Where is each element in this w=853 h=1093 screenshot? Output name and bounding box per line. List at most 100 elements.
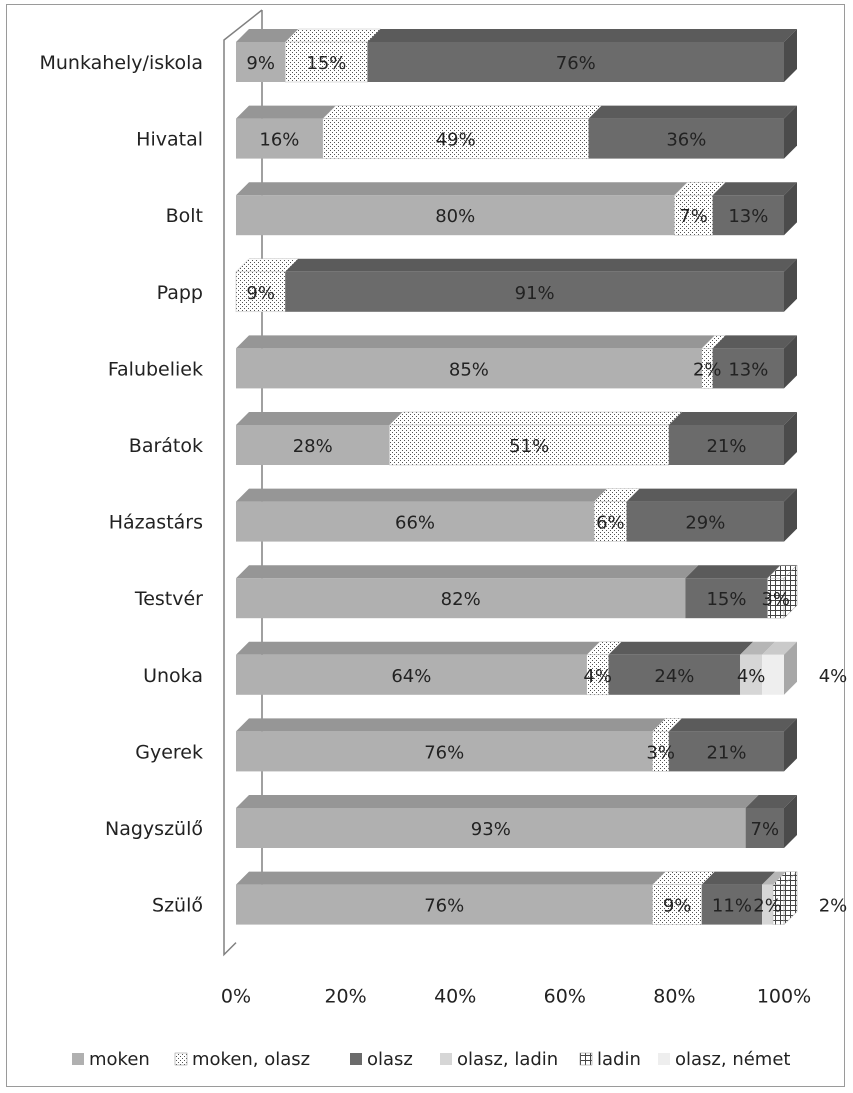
bar-segment-top: [762, 871, 787, 885]
bar-segment-side: [784, 105, 797, 159]
bar-segment-side: [784, 335, 797, 389]
bar-segment-front: [367, 42, 784, 82]
bar-segment-side: [784, 718, 797, 772]
data-label: 4%: [583, 666, 612, 687]
category-label: Hivatal: [136, 129, 203, 151]
legend-label: ladin: [597, 1049, 641, 1070]
bar-segment-front: [593, 501, 627, 542]
bar-segment-front: [745, 808, 784, 848]
bar-segment-top: [236, 412, 403, 425]
bar-segment-front: [236, 808, 746, 848]
data-label: 28%: [293, 436, 333, 457]
bar-segment: [772, 870, 798, 926]
data-label: 49%: [436, 130, 476, 151]
bar-segment-front: [235, 271, 286, 313]
category-label: Testvér: [134, 588, 203, 610]
category-label: Nagyszülő: [105, 818, 203, 840]
legend-label: olasz, ladin: [457, 1049, 558, 1070]
legend-item: moken, olasz: [174, 1049, 310, 1070]
bar-segment-front: [236, 654, 587, 695]
bar-segment: [236, 335, 715, 389]
bar-segment-front: [740, 654, 763, 695]
bar-segment-top: [712, 182, 797, 196]
bar-segment-top: [236, 335, 715, 349]
bar-segment-front: [674, 194, 714, 236]
bar-segment: [235, 258, 299, 313]
data-label: 80%: [435, 206, 475, 227]
bar-segment-top: [701, 871, 776, 885]
bar-segment-front: [588, 118, 784, 159]
bar-segment-top: [668, 412, 797, 425]
legend-swatch: [174, 1052, 188, 1066]
bar-segment: [236, 641, 600, 695]
bar-segment-front: [236, 578, 686, 619]
bar-segment-front: [236, 348, 702, 389]
legend-item: ladin: [579, 1049, 641, 1070]
category-label: Gyerek: [135, 741, 203, 763]
data-label: 76%: [424, 896, 464, 917]
bar-segment-side: [784, 488, 797, 542]
bar-segment-front: [236, 884, 653, 925]
data-label: 9%: [246, 283, 275, 304]
bar-segment: [367, 29, 797, 82]
bar-segment: [236, 29, 299, 82]
bar-segment-side: [783, 870, 798, 926]
bar-segment-top: [236, 565, 699, 579]
bar-segment-top: [236, 488, 608, 502]
x-tick-label: 60%: [544, 986, 586, 1008]
category-axis-labels: Munkahely/iskola Hivatal Bolt Papp Falubelie…: [40, 52, 204, 917]
value-axis-tick-labels: 0% 20% 40% 60% 80% 100%: [221, 986, 811, 1008]
data-label: 4%: [737, 666, 766, 687]
bar-segment-side: [783, 564, 798, 619]
bar-segment-top: [762, 641, 797, 655]
bar-segment-front: [236, 118, 323, 159]
data-label: 93%: [471, 819, 511, 840]
legend-swatch: [579, 1052, 593, 1066]
bar-segment-top: [367, 29, 797, 42]
bar-segment-top: [712, 335, 797, 349]
bar-segment-front: [285, 41, 368, 83]
bar-segment-top: [322, 105, 603, 119]
data-label: 7%: [751, 819, 780, 840]
bar-segment-side: [784, 795, 797, 848]
bar-segment-side: [784, 29, 797, 82]
bar-segment-top: [388, 411, 683, 426]
bar-segment: [593, 488, 641, 542]
legend-item: olasz: [350, 1049, 413, 1070]
bar-segment-front: [285, 271, 784, 312]
data-labels-group: 9% 15% 76% 16% 49% 36% 80% 7% 13% 9% 91% 85% 2% 13% 28…: [246, 53, 847, 917]
bar-segment-front: [322, 118, 589, 159]
legend-swatch: [72, 1053, 84, 1065]
bar-segment-top: [236, 182, 688, 196]
bar-segment: [712, 182, 797, 236]
bar-segment-top: [236, 718, 666, 732]
legend-item: olasz, német: [658, 1049, 790, 1070]
legend-swatch: [658, 1053, 670, 1065]
bar-segment: [236, 105, 336, 159]
data-label: 15%: [306, 53, 346, 74]
bar-segment-side: [784, 182, 797, 236]
bar-segment-top: [740, 641, 776, 655]
bar-segment: [588, 105, 797, 159]
bar-segment: [668, 412, 797, 465]
bar-segment: [673, 181, 727, 236]
data-label: 16%: [259, 130, 299, 151]
bar-segment: [236, 488, 608, 542]
data-label: 91%: [515, 283, 555, 304]
bar-segment: [745, 795, 797, 848]
legend-label: moken: [89, 1049, 150, 1070]
bar-segment-top: [685, 565, 781, 579]
data-label: 76%: [424, 742, 464, 763]
data-label: 9%: [246, 53, 275, 74]
bar-segment-top: [608, 641, 754, 655]
x-tick-label: 80%: [653, 986, 695, 1008]
data-label: 6%: [596, 513, 625, 534]
bar-segment: [285, 258, 797, 312]
bar-segment: [762, 641, 797, 695]
data-label: 2%: [819, 896, 848, 917]
bar-segment-front: [712, 348, 784, 389]
legend-label: moken, olasz: [192, 1049, 310, 1070]
data-label: 51%: [509, 436, 549, 457]
bar-segment-front: [236, 731, 653, 772]
category-label: Házastárs: [109, 512, 203, 534]
